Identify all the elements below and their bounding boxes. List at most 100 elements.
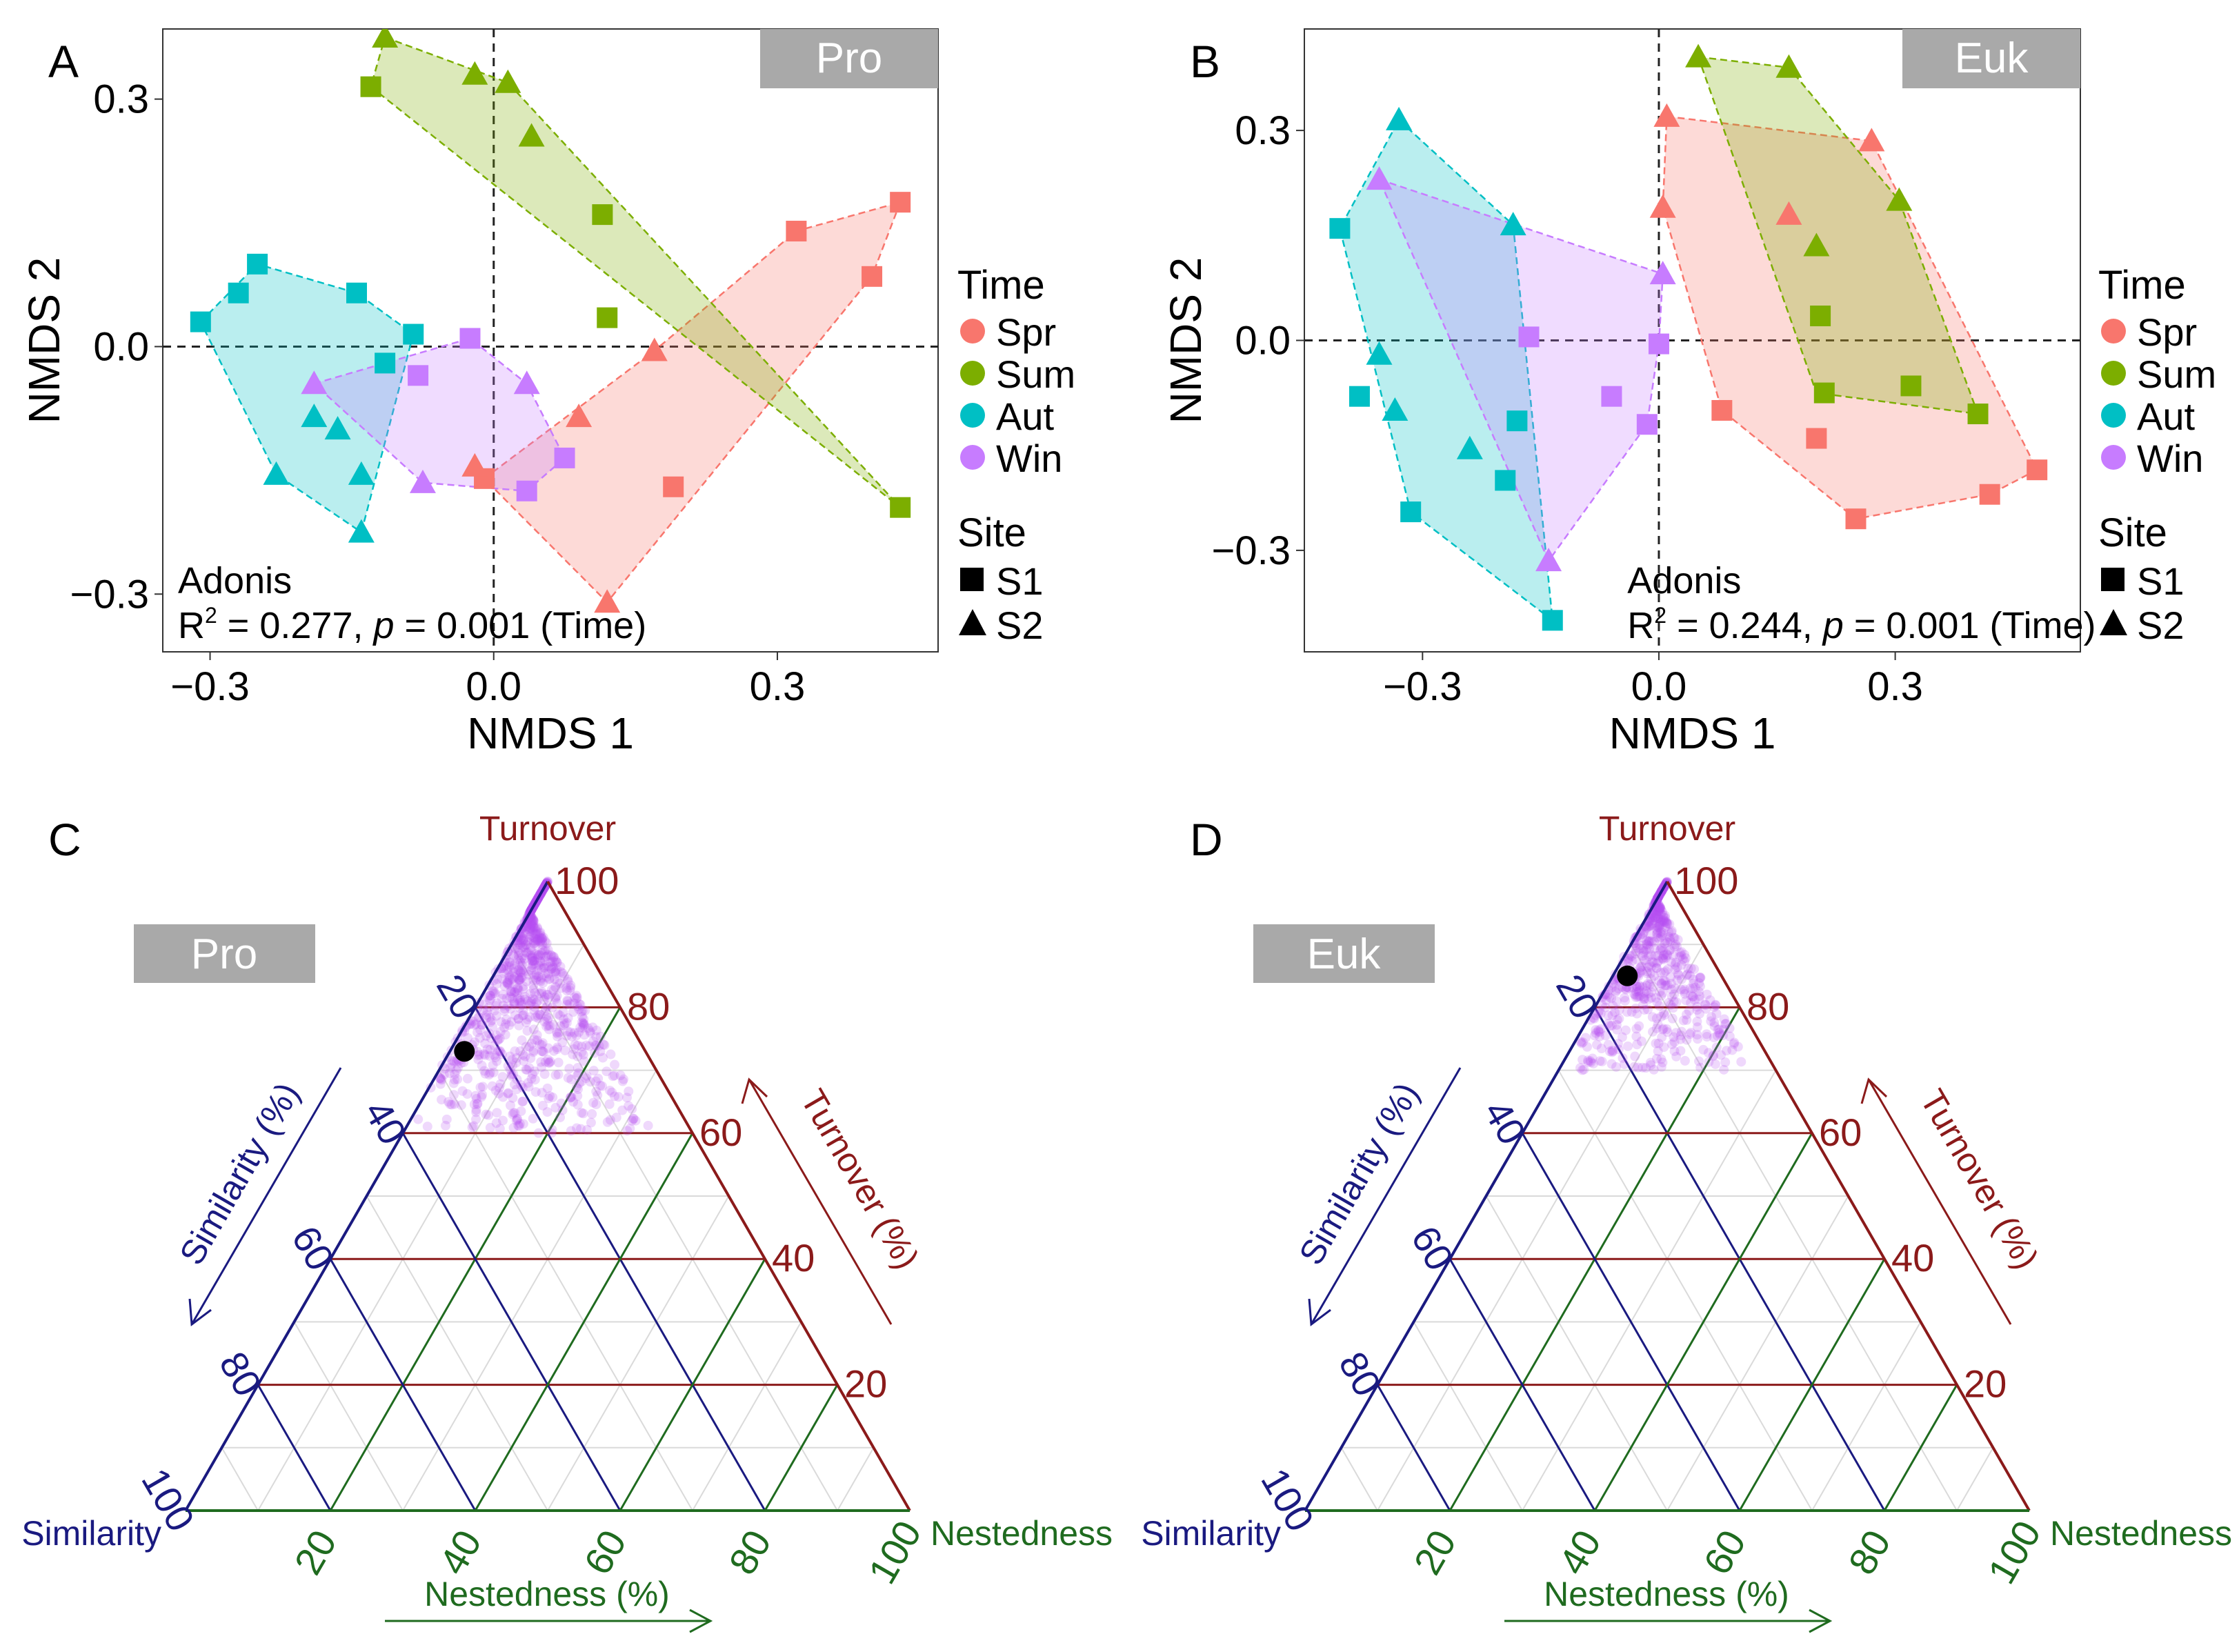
bootstrap-point (510, 1079, 520, 1090)
bootstrap-point (1642, 979, 1653, 989)
bootstrap-point (527, 915, 537, 926)
bootstrap-point (527, 1069, 537, 1079)
bootstrap-point (471, 1114, 481, 1124)
bootstrap-point (490, 1001, 501, 1011)
similarity-grid-line (1521, 1133, 1741, 1511)
bootstrap-point (568, 1049, 578, 1059)
bootstrap-point (528, 922, 539, 932)
bootstrap-point (495, 1033, 505, 1044)
bootstrap-point (505, 957, 515, 968)
turnover-axis-arrow (1867, 1079, 2012, 1325)
bootstrap-point (587, 1109, 597, 1119)
bootstrap-point (573, 1084, 583, 1095)
point-triangle-aut (1366, 341, 1393, 365)
bootstrap-point (1644, 951, 1654, 962)
bootstrap-point (1660, 913, 1671, 923)
bootstrap-point (1631, 1031, 1642, 1042)
bootstrap-point (643, 1120, 653, 1131)
bootstrap-point (1692, 1030, 1702, 1040)
nestedness-tick-label: 40 (430, 1523, 490, 1582)
bootstrap-point (1669, 989, 1680, 999)
bootstrap-point (1655, 944, 1666, 954)
bootstrap-point (1614, 1013, 1624, 1024)
plot-area (1304, 29, 2080, 652)
bootstrap-point (582, 1125, 593, 1135)
bootstrap-point (1585, 1056, 1595, 1066)
bootstrap-point (577, 1012, 588, 1022)
nestedness-tick-label: 60 (1695, 1523, 1754, 1582)
bootstrap-point (1688, 992, 1698, 1002)
fine-grid-line (510, 944, 838, 1511)
bootstrap-point (436, 1074, 446, 1084)
turnover-edge (546, 881, 911, 1511)
bootstrap-point (524, 1082, 534, 1092)
bootstrap-point (1653, 922, 1663, 933)
bootstrap-point (1651, 910, 1662, 921)
bootstrap-point (1575, 1063, 1585, 1073)
bootstrap-point (1651, 908, 1662, 919)
bootstrap-point (1718, 1024, 1729, 1035)
bootstrap-point (524, 932, 535, 942)
bootstrap-point (543, 950, 553, 960)
bootstrap-point (1634, 1021, 1644, 1031)
bootstrap-point (552, 998, 562, 1008)
bootstrap-point (526, 953, 537, 963)
bootstrap-point (1578, 1055, 1588, 1065)
bootstrap-point (517, 1097, 528, 1107)
bootstrap-point (1720, 1019, 1731, 1029)
bootstrap-point (1653, 906, 1664, 916)
bootstrap-point (1719, 1014, 1729, 1024)
bootstrap-point (536, 1057, 546, 1067)
bootstrap-point (533, 935, 544, 945)
bootstrap-point (532, 997, 542, 1007)
bootstrap-point (1704, 1057, 1714, 1067)
bootstrap-point (1676, 960, 1686, 971)
bootstrap-point (553, 1057, 564, 1068)
bootstrap-point (510, 949, 521, 959)
bootstrap-point (1620, 1025, 1631, 1035)
bootstrap-point (530, 923, 540, 933)
bootstrap-point (1661, 916, 1671, 926)
bootstrap-point (481, 1109, 491, 1119)
bootstrap-point (1583, 1055, 1593, 1066)
bootstrap-point (1593, 1008, 1604, 1019)
bootstrap-point (521, 1042, 531, 1052)
bootstrap-point (581, 1040, 592, 1051)
bootstrap-point (1658, 913, 1669, 923)
bootstrap-point (535, 951, 546, 961)
bootstrap-point (515, 1002, 525, 1013)
bootstrap-point (532, 1035, 542, 1046)
bootstrap-point (562, 995, 573, 1006)
bootstrap-point (488, 986, 499, 997)
bootstrap-point (529, 938, 539, 948)
bootstrap-point (1653, 906, 1664, 916)
bootstrap-point (1630, 948, 1640, 959)
bootstrap-point (594, 1041, 604, 1051)
bootstrap-point (1575, 1037, 1586, 1047)
bootstrap-point (1639, 994, 1649, 1004)
bootstrap-point (515, 997, 525, 1008)
bootstrap-point (1604, 1021, 1615, 1031)
bootstrap-point (1631, 940, 1641, 951)
bootstrap-point (506, 1017, 517, 1027)
bootstrap-point (1620, 993, 1630, 1003)
bootstrap-point (480, 1068, 490, 1079)
bootstrap-point (1652, 928, 1662, 938)
bootstrap-point (1709, 1033, 1719, 1043)
bootstrap-point (543, 962, 553, 972)
bootstrap-point (1715, 1030, 1725, 1040)
nestedness-tick-label: 100 (1979, 1513, 2049, 1591)
bootstrap-point (1591, 1028, 1601, 1038)
bootstrap-point (537, 933, 548, 944)
legend-swatch-win (960, 445, 985, 470)
bootstrap-point (537, 934, 547, 944)
bootstrap-point (530, 937, 540, 948)
bootstrap-point (526, 997, 537, 1007)
vertex-label-turnover: Turnover (1599, 809, 1735, 848)
bootstrap-point (1669, 933, 1679, 943)
bootstrap-point (485, 1122, 495, 1133)
bootstrap-point (1633, 986, 1644, 997)
bootstrap-point (533, 1013, 544, 1024)
bootstrap-point (1658, 1024, 1669, 1034)
bootstrap-point (628, 1113, 639, 1124)
